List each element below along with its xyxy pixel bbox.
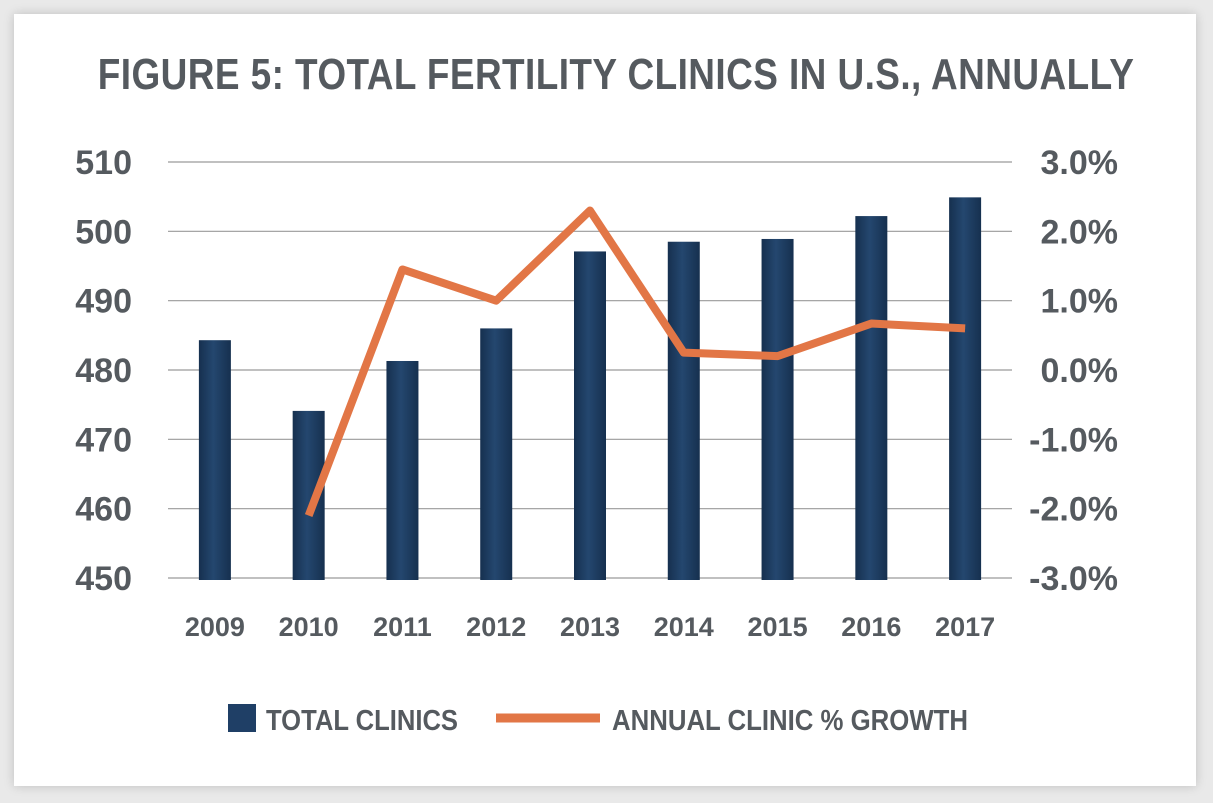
- bar: [386, 360, 419, 580]
- right-axis-tick-label: 3.0%: [1041, 144, 1119, 182]
- right-axis-tick-label: -1.0%: [1029, 421, 1118, 459]
- x-axis: 2009 2010 2011 2012 2013 2014 2015 2016 2017: [185, 612, 995, 642]
- x-axis-tick-label: 2017: [935, 612, 995, 642]
- left-axis-tick-label: 480: [75, 352, 132, 390]
- left-axis-tick-label: 510: [75, 144, 132, 182]
- legend-label-total-clinics: TOTAL CLINICS: [266, 705, 458, 737]
- bar: [667, 241, 700, 580]
- legend-swatch-total-clinics: [228, 704, 256, 732]
- left-axis-tick-label: 490: [75, 283, 132, 321]
- right-axis-tick-label: 2.0%: [1041, 213, 1119, 251]
- legend-label-growth: ANNUAL CLINIC % GROWTH: [612, 705, 968, 737]
- x-axis-tick-label: 2014: [654, 612, 714, 642]
- bar: [761, 238, 794, 580]
- right-axis-tick-label: -3.0%: [1029, 560, 1118, 598]
- right-axis-tick-label: 1.0%: [1041, 283, 1119, 321]
- left-axis-tick-label: 500: [75, 213, 132, 251]
- chart-title: FIGURE 5: TOTAL FERTILITY CLINICS IN U.S…: [97, 50, 1135, 99]
- bar: [198, 340, 231, 580]
- left-axis-tick-label: 460: [75, 491, 132, 529]
- left-axis: 510 500 490 480 470 460 450: [75, 144, 132, 598]
- x-axis-tick-label: 2016: [841, 612, 901, 642]
- left-axis-tick-label: 450: [75, 560, 132, 598]
- left-axis-tick-label: 470: [75, 421, 132, 459]
- bar: [855, 216, 888, 580]
- growth-line: [304, 206, 966, 518]
- x-axis-tick-label: 2011: [373, 612, 432, 642]
- right-axis-tick-label: -2.0%: [1029, 491, 1118, 529]
- x-axis-tick-label: 2013: [560, 612, 620, 642]
- bar: [574, 251, 606, 580]
- bar-series: [198, 197, 982, 581]
- x-axis-tick-label: 2012: [466, 612, 526, 642]
- bar: [949, 197, 982, 581]
- x-axis-tick-label: 2015: [748, 612, 808, 642]
- right-axis-tick-label: 0.0%: [1041, 352, 1119, 390]
- right-axis: 3.0% 2.0% 1.0% 0.0% -1.0% -2.0% -3.0%: [1029, 144, 1118, 598]
- legend: TOTAL CLINICS ANNUAL CLINIC % GROWTH: [228, 704, 968, 737]
- x-axis-tick-label: 2010: [279, 612, 339, 642]
- line-series: [304, 206, 966, 518]
- x-axis-tick-label: 2009: [185, 612, 245, 642]
- bar: [480, 328, 513, 580]
